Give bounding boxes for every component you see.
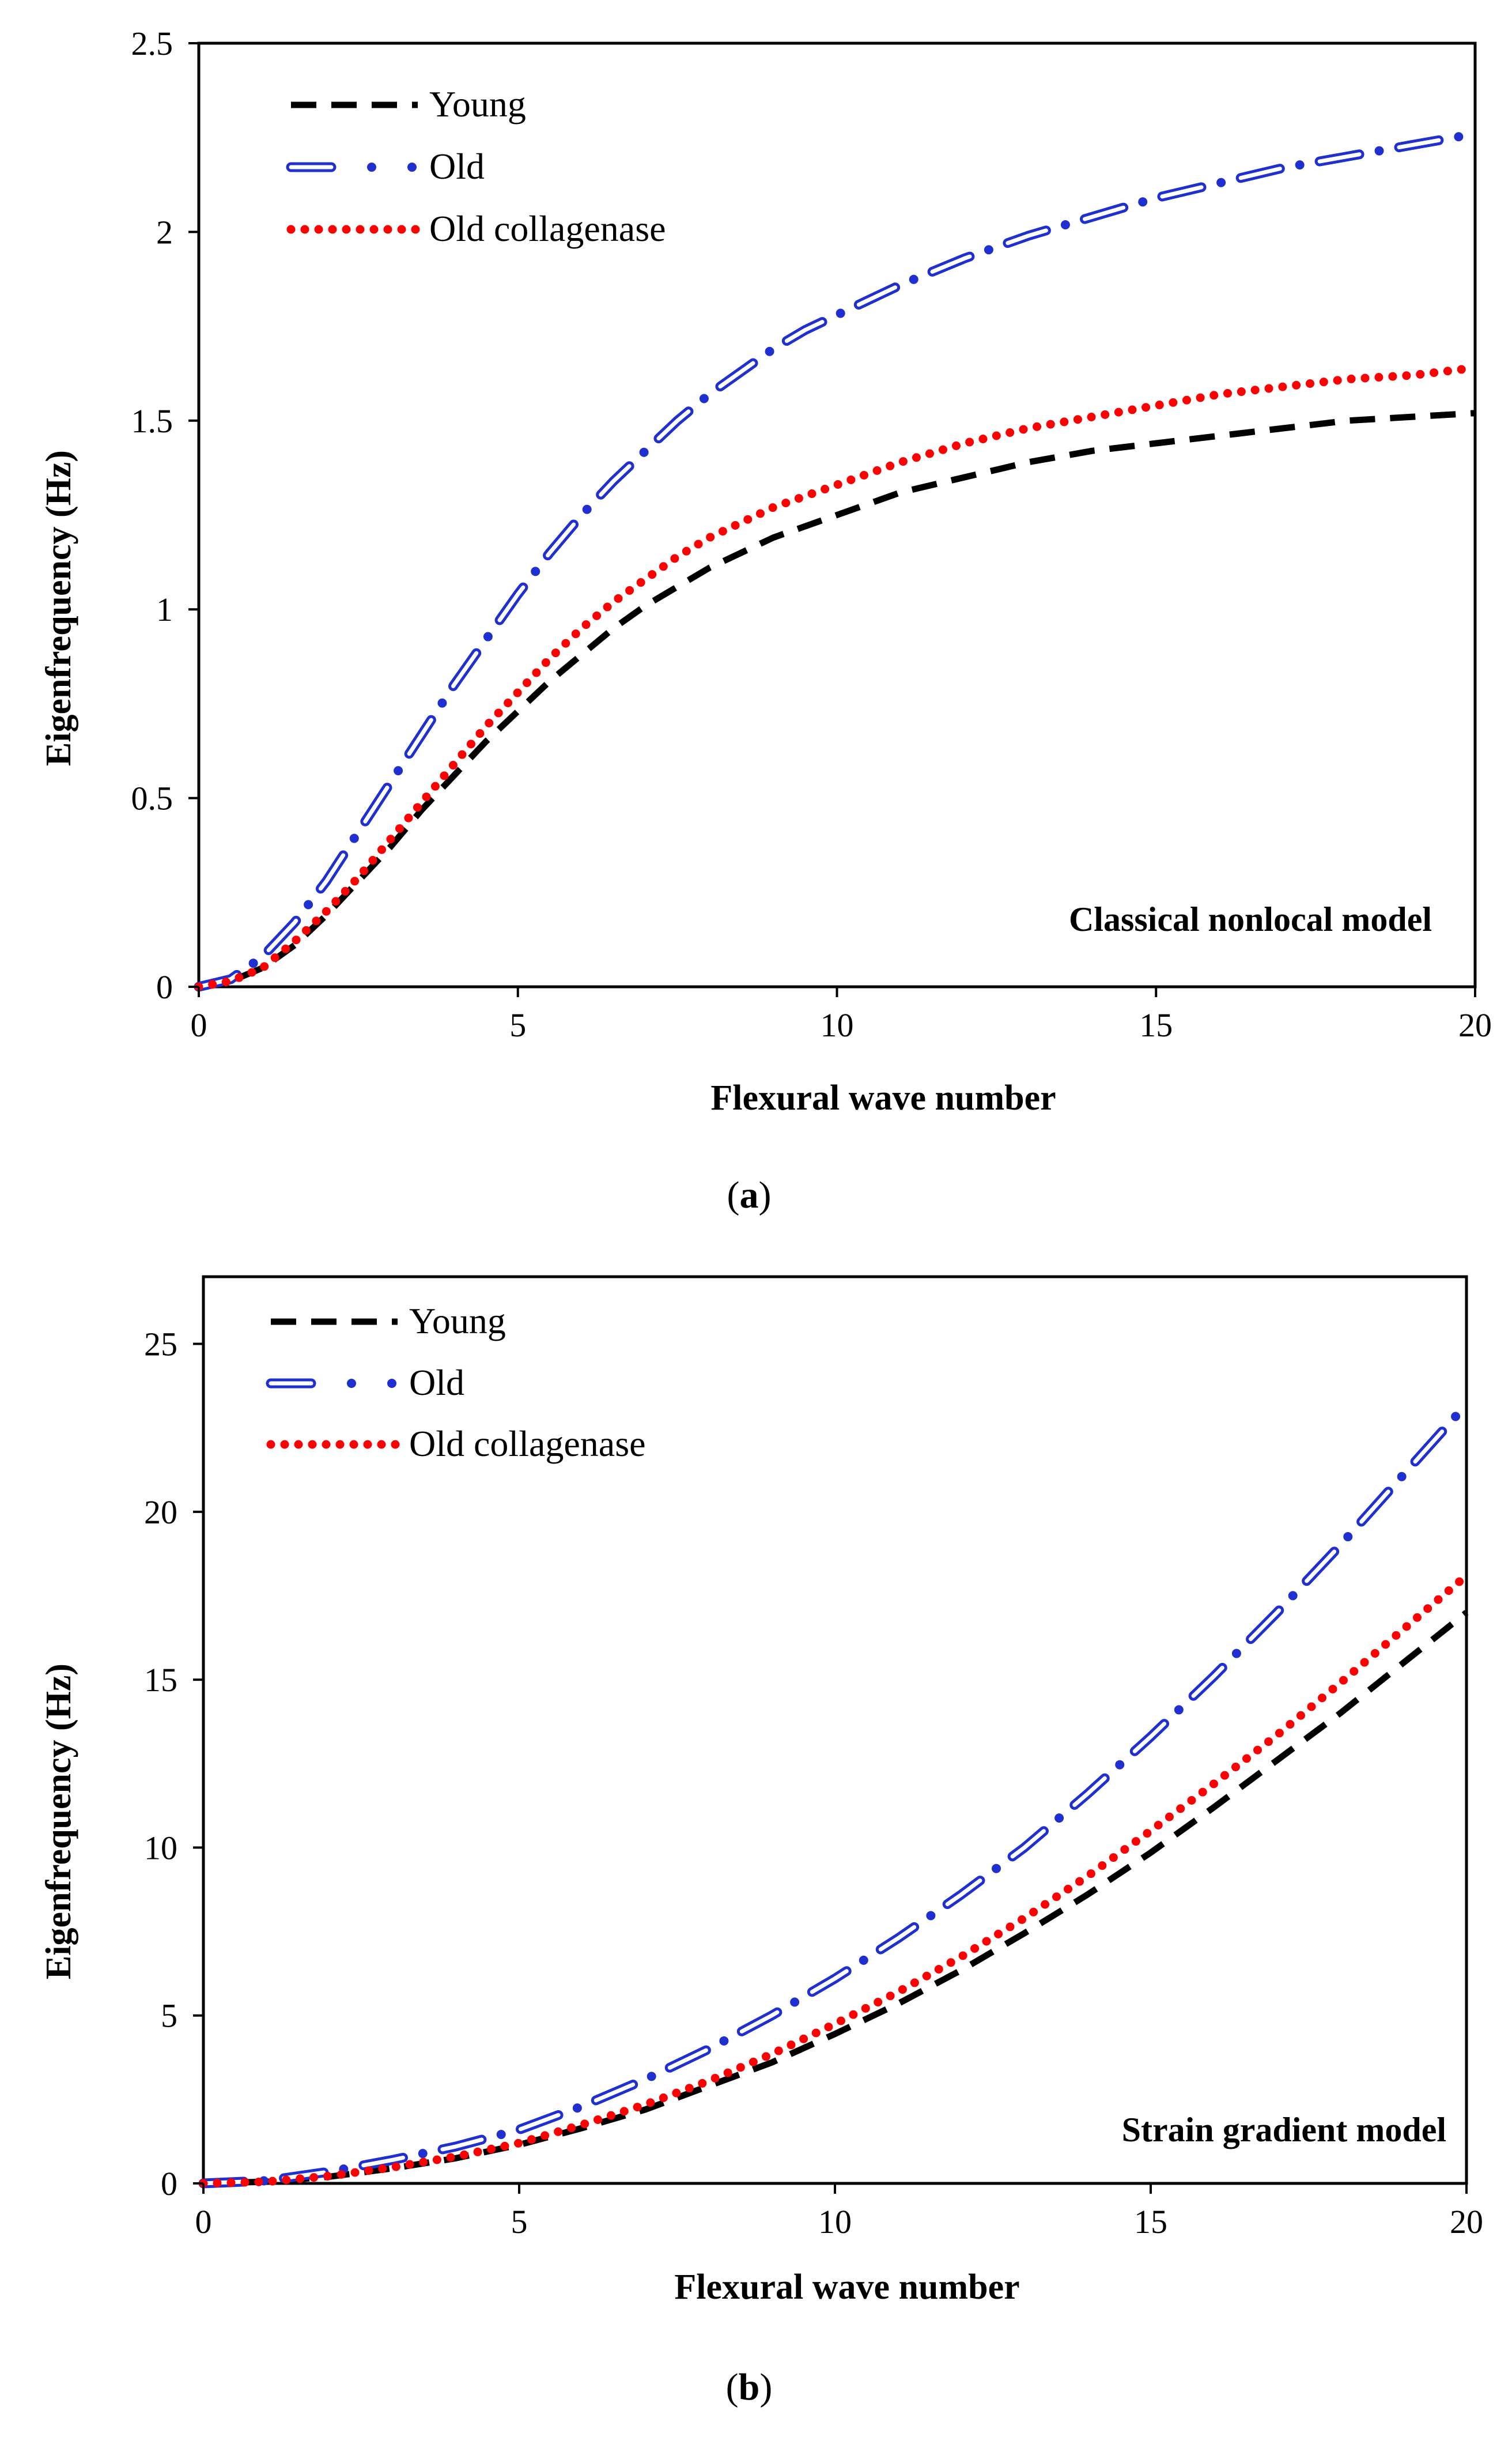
- panel-a: 0 5 10 15 20 0 0.5 1 1.5 2 2.5 Flexural wave numbe…: [39, 25, 1492, 1216]
- y-tick-label: 5: [161, 1997, 177, 2035]
- y-axis-title: Eigenfrequency (Hz): [39, 1663, 78, 1979]
- x-axis-title: Flexural wave number: [710, 1078, 1056, 1118]
- legend: Young Old Old collagenase: [286, 84, 666, 249]
- y-tick-label: 0: [161, 2165, 177, 2202]
- series-line-old-collagenase: [199, 1571, 1471, 2188]
- y-tick-label: 10: [144, 1829, 177, 1866]
- legend-label-young: Young: [429, 84, 526, 125]
- y-tick-label: 1.5: [131, 402, 173, 440]
- y-tick-label: 20: [144, 1493, 177, 1531]
- legend-label-young: Young: [409, 1300, 506, 1341]
- x-tick-label: 20: [1458, 1006, 1492, 1044]
- series-lines: [198, 1399, 1472, 2189]
- panel-caption: (b): [726, 2366, 773, 2408]
- x-tick-label: 0: [191, 1006, 207, 1044]
- x-tick-label: 10: [821, 1006, 854, 1044]
- tick-labels: 0 5 10 15 20 0 0.5 1 1.5 2 2.5: [131, 25, 1492, 1044]
- legend-label-old-collagenase: Old collagenase: [409, 1423, 646, 1464]
- x-tick-label: 5: [509, 1006, 526, 1044]
- x-axis-title: Flexural wave number: [674, 2268, 1019, 2307]
- x-tick-label: 10: [818, 2203, 852, 2240]
- legend-label-old: Old: [429, 146, 485, 187]
- x-tick-label: 15: [1134, 2203, 1167, 2240]
- y-tick-label: 1: [156, 591, 173, 628]
- tick-labels: 0 5 10 15 20 0 5 10 15 20 25: [144, 1326, 1483, 2240]
- panel-caption: (a): [727, 1174, 772, 1216]
- y-tick-label: 0: [156, 968, 173, 1006]
- x-tick-label: 20: [1450, 2203, 1483, 2240]
- series-line-old-collagenase: [194, 363, 1480, 991]
- series-line-old-dash-outline: [194, 129, 1480, 992]
- y-tick-label: 15: [144, 1661, 177, 1699]
- legend-label-old: Old: [409, 1362, 464, 1403]
- x-tick-label: 15: [1139, 1006, 1173, 1044]
- series-line-old-dots: [199, 1399, 1471, 2188]
- series-lines: [194, 129, 1480, 992]
- series-line-old-dash-inner: [201, 1402, 1469, 2186]
- series-line-old-dots: [194, 129, 1480, 991]
- y-tick-label: 2: [156, 213, 173, 251]
- series-line-old-dash-inner: [196, 131, 1477, 989]
- y-tick-label: 25: [144, 1326, 177, 1363]
- series-line-old-dash-outline: [198, 1399, 1472, 2189]
- x-tick-label: 5: [511, 2203, 528, 2240]
- axis-ticks: [193, 1342, 1468, 2194]
- model-annotation: Strain gradient model: [1122, 2111, 1446, 2149]
- series-line-young: [198, 410, 1476, 990]
- model-annotation: Classical nonlocal model: [1069, 900, 1432, 938]
- y-axis-title: Eigenfrequency (Hz): [39, 450, 78, 766]
- axis-ticks: [188, 42, 1476, 997]
- legend-label-old-collagenase: Old collagenase: [429, 208, 666, 249]
- legend: Young Old Old collagenase: [266, 1300, 646, 1464]
- series-line-young: [203, 1610, 1469, 2187]
- x-tick-label: 0: [195, 2203, 212, 2240]
- y-tick-label: 0.5: [131, 780, 173, 817]
- y-tick-label: 2.5: [131, 25, 173, 62]
